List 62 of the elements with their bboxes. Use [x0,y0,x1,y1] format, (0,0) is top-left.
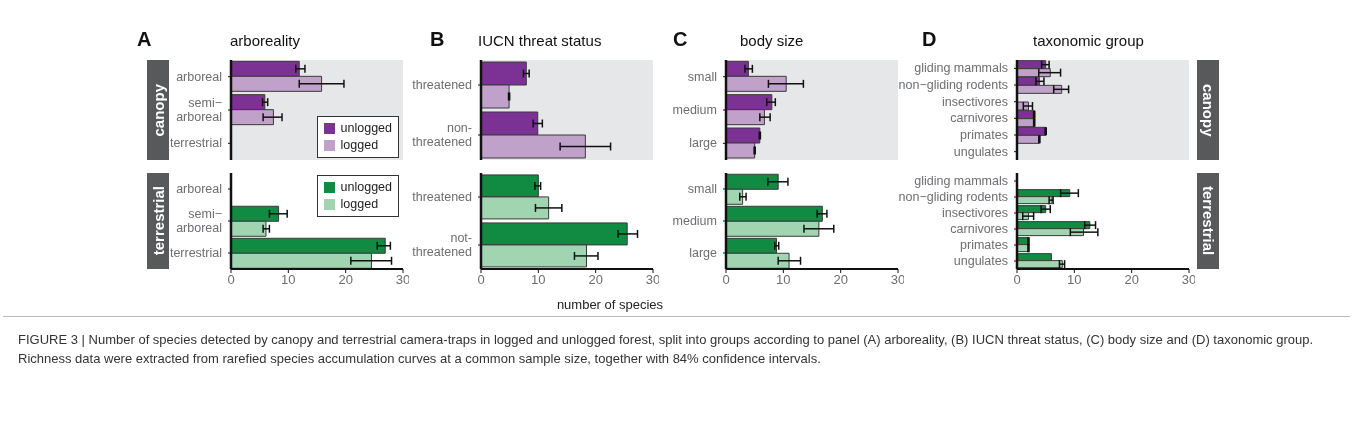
y-tick-label: non−gliding rodents [898,190,1008,204]
x-tick-label: 10 [281,272,296,288]
y-tick-label: ungulates [953,144,1008,159]
y-tick-label: large [689,136,718,151]
x-tick-label: 30 [890,272,906,288]
x-tick-label: 30 [645,272,661,288]
y-tick-label: primates [960,238,1008,252]
text: D [922,28,937,51]
x-axis-title: number of species [555,297,665,312]
y-tick-label: ungulates [953,254,1008,268]
y-tick-label: not- threatened [412,231,473,259]
y-tick-label: insectivores [942,206,1008,220]
y-tick-label: threatened [412,190,473,204]
y-tick-label: semi− arboreal [176,96,222,124]
x-tick-label: 20 [833,272,848,288]
legend-label: unlogged [340,120,392,137]
chart-title: taxonomic group [1033,32,1144,49]
y-tick-label: gliding mammals [914,61,1008,76]
legend-label: logged [340,196,379,213]
y-tick-label: arboreal [176,182,222,196]
caption: FIGURE 3 | Number of species detected by canopy and terrestrial camera-traps in logged and unlogged forest, split into groups according to panel (A) arboreality, (B) IUCN threat status, (C) body size and (D) taxonomic group. Richness data were extracted from rarefied species accumulation curves at a common sample size, together with 84% confidence intervals. [18,331,1315,368]
y-tick-label: carnivores [950,222,1008,236]
x-tick-label: 0 [227,272,235,288]
y-tick-label: semi− arboreal [176,207,222,235]
y-tick-label: arboreal [176,69,222,84]
chart-title: body size [740,32,804,49]
x-tick-label: 30 [1181,272,1197,288]
x-tick-label: 20 [1124,272,1139,288]
x-tick-label: 0 [722,272,730,288]
panel-strip: terrestrial [1197,173,1219,269]
y-tick-label: non- threatened [412,121,473,149]
y-tick-label: gliding mammals [914,174,1008,188]
text: A [137,28,152,51]
panel-strip: canopy [147,60,169,160]
y-tick-label: large [689,246,718,260]
y-tick-label: carnivores [950,111,1008,126]
y-tick-label: terrestrial [169,246,222,260]
text: B [430,28,445,51]
y-tick-label: medium [672,103,717,117]
x-tick-label: 20 [338,272,353,288]
chart-title: IUCN threat status [478,32,602,49]
legend-label: unlogged [340,179,392,196]
x-tick-label: 10 [776,272,791,288]
legend-label: logged [340,137,379,154]
y-tick-label: insectivores [942,94,1008,109]
x-tick-label: 20 [588,272,603,288]
x-tick-label: 10 [1067,272,1082,288]
y-tick-label: non−gliding rodents [898,78,1008,92]
y-tick-label: medium [672,214,717,228]
x-tick-label: 30 [395,272,411,288]
y-tick-label: terrestrial [169,136,222,151]
panel-strip: terrestrial [147,173,169,269]
x-tick-label: 0 [477,272,485,288]
panel-strip: canopy [1197,60,1219,160]
y-tick-label: small [687,182,717,196]
y-tick-label: primates [960,128,1008,142]
chart-title: arboreality [230,32,301,49]
x-tick-label: 10 [531,272,546,288]
y-tick-label: threatened [412,78,473,92]
y-tick-label: small [687,69,717,84]
text: C [673,28,688,51]
x-tick-label: 0 [1013,272,1021,288]
